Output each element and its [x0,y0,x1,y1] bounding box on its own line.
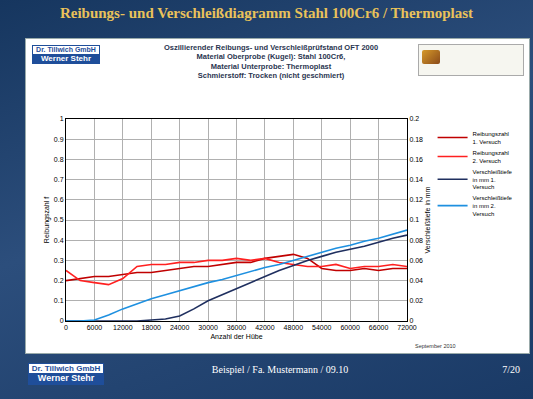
svg-text:12000: 12000 [113,324,133,331]
svg-text:0.4: 0.4 [54,237,64,244]
svg-text:60000: 60000 [340,324,360,331]
svg-text:6000: 6000 [87,324,103,331]
svg-text:54000: 54000 [312,324,332,331]
svg-text:0.3: 0.3 [54,257,64,264]
svg-text:0.14: 0.14 [409,176,423,183]
html-text:Beispiel / Fa. Mustermann / 09: Beispiel / Fa. Mustermann / 09.10 [211,364,349,375]
html-text:Dr. Tillwich GmbH: Dr. Tillwich GmbH [31,364,101,373]
svg-text:Verschleißtiefein mm 2.Versuch: Verschleißtiefein mm 2.Versuch [473,195,513,217]
svg-text:36000: 36000 [227,324,247,331]
svg-text:Verschleißtiefein mm 1.Versuch: Verschleißtiefein mm 1.Versuch [473,169,513,191]
svg-text:0.2: 0.2 [409,115,419,122]
svg-text:0.08: 0.08 [409,237,423,244]
svg-text:0.1: 0.1 [409,216,419,223]
html-text:Material Oberprobe (Kugel): St: Material Oberprobe (Kugel): Stahl 100Cr6… [196,52,346,62]
svg-text:0.02: 0.02 [409,297,423,304]
svg-text:0.12: 0.12 [409,196,423,203]
html-text:Schmierstoff: Trocken (nicht g: Schmierstoff: Trocken (nicht geschmiert) [197,71,345,81]
svg-text:0.6: 0.6 [54,196,64,203]
svg-text:0.7: 0.7 [54,176,64,183]
svg-text:0.9: 0.9 [54,136,64,143]
svg-text:0.8: 0.8 [54,156,64,163]
svg-text:72000: 72000 [397,324,417,331]
svg-text:0.16: 0.16 [409,156,423,163]
svg-text:42000: 42000 [255,324,275,331]
svg-text:0.2: 0.2 [54,277,64,284]
svg-text:0: 0 [60,317,64,324]
html-text:7/20: 7/20 [502,364,520,375]
html-text:Material Unterprobe: Thermopla: Material Unterprobe: Thermoplast [210,61,332,71]
svg-text:30000: 30000 [198,324,218,331]
svg-text:September 2010: September 2010 [415,343,456,349]
svg-text:48000: 48000 [284,324,304,331]
svg-text:0.18: 0.18 [409,136,423,143]
svg-text:24000: 24000 [170,324,190,331]
svg-text:Anzahl der Hübe: Anzahl der Hübe [210,333,262,340]
html-text:Werner Stehr: Werner Stehr [37,373,95,384]
html-text:Werner Stehr: Werner Stehr [41,54,91,63]
svg-text:18000: 18000 [142,324,162,331]
svg-text:0: 0 [64,324,68,331]
svg-text:0.1: 0.1 [54,297,64,304]
html-text:Oszillierender Reibungs- und V: Oszillierender Reibungs- und Verschleißp… [163,43,379,52]
svg-text:0: 0 [409,317,413,324]
svg-text:0.04: 0.04 [409,277,423,284]
svg-text:0.5: 0.5 [54,216,64,223]
svg-text:Reibungszahl2. Versuch: Reibungszahl2. Versuch [473,150,509,164]
svg-text:Reibungszahl f: Reibungszahl f [43,197,51,243]
svg-text:Reibungszahl1. Versuch: Reibungszahl1. Versuch [473,131,509,145]
svg-text:66000: 66000 [369,324,389,331]
html-text:Reibungs- und Verschleißdiagra: Reibungs- und Verschleißdiagramm Stahl 1… [59,5,473,21]
html-text:Dr. Tillwich GmbH: Dr. Tillwich GmbH [36,46,96,53]
svg-text:Verschleißtiefe in mm: Verschleißtiefe in mm [424,186,431,253]
svg-text:1: 1 [60,115,64,122]
svg-text:0.06: 0.06 [409,257,423,264]
